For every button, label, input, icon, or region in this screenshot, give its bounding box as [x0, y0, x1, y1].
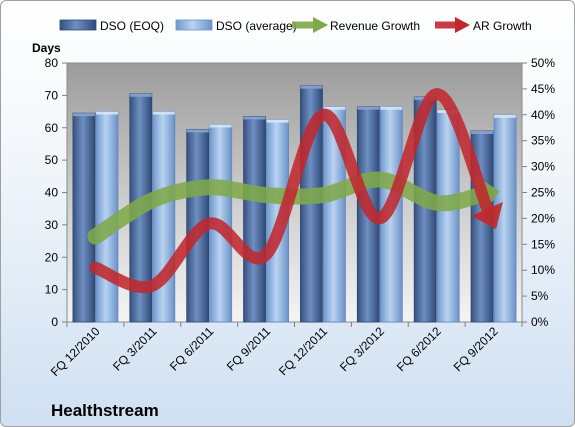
- bar-dso-average: [436, 109, 460, 323]
- x-tick-label: FQ 3/2012: [337, 324, 387, 374]
- bar-cap: [323, 106, 346, 110]
- legend-label-ar-growth: AR Growth: [473, 19, 532, 33]
- bar-cap: [357, 106, 380, 110]
- bar-dso-eoq: [72, 112, 96, 323]
- bar-cap: [266, 119, 289, 123]
- bar-cap: [152, 111, 175, 115]
- y2-tick-label: 35%: [531, 134, 555, 148]
- y2-tick-label: 40%: [531, 108, 555, 122]
- y-axis-title: Days: [32, 41, 61, 55]
- chart-title: Healthstream: [51, 401, 159, 420]
- bar-cap: [300, 85, 323, 89]
- y-tick-label: 10: [45, 283, 59, 297]
- legend-label-dso-eoq: DSO (EOQ): [100, 19, 164, 33]
- y-axis-right: 0% 5% 10% 15% 20% 25% 30% 35% 40% 45% 50%: [522, 56, 555, 329]
- bar-cap: [72, 113, 95, 117]
- y-tick-label: 80: [45, 56, 59, 70]
- bar-cap: [95, 111, 118, 115]
- bar-cap: [209, 124, 232, 128]
- x-tick-label: FQ 9/2012: [451, 324, 501, 374]
- bar-cap: [129, 93, 152, 97]
- x-tick-label: FQ 6/2011: [167, 324, 217, 374]
- x-tick-label: FQ 12/2010: [48, 324, 103, 379]
- y2-tick-label: 20%: [531, 211, 555, 225]
- x-tick-label: FQ 3/2011: [110, 324, 160, 374]
- y2-tick-label: 45%: [531, 82, 555, 96]
- x-tick-label: FQ 9/2011: [224, 324, 274, 374]
- x-axis: FQ 12/2010 FQ 3/2011 FQ 6/2011 FQ 9/2011 FQ …: [48, 322, 523, 379]
- legend-label-dso-average: DSO (average): [216, 19, 297, 33]
- y-tick-label: 40: [45, 186, 59, 200]
- y-tick-label: 70: [45, 88, 59, 102]
- bar-cap: [494, 114, 517, 118]
- y2-tick-label: 10%: [531, 263, 555, 277]
- y2-tick-label: 25%: [531, 186, 555, 200]
- x-tick-label: FQ 12/2011: [276, 324, 330, 378]
- legend: DSO (EOQ) DSO (average) Revenue Growth A…: [59, 17, 532, 33]
- arrowhead-ar-growth: [471, 202, 503, 230]
- line-ar-growth: [89, 88, 495, 294]
- y-tick-label: 30: [45, 218, 59, 232]
- y-tick-label: 60: [45, 121, 59, 135]
- y2-tick-label: 15%: [531, 237, 555, 251]
- bar-cap: [380, 106, 403, 110]
- bar-cap: [243, 116, 266, 120]
- y-tick-label: 50: [45, 153, 59, 167]
- y2-tick-label: 0%: [531, 315, 549, 329]
- legend-label-revenue-growth: Revenue Growth: [330, 19, 420, 33]
- y2-tick-label: 50%: [531, 56, 555, 70]
- legend-swatch-ar-growth: [435, 17, 470, 33]
- legend-swatch-dso-average: [175, 19, 213, 31]
- y-tick-label: 0: [51, 315, 58, 329]
- y-axis-left: 0 10 20 30 40 50 60 70 80: [45, 56, 67, 329]
- legend-swatch-dso-eoq: [59, 19, 97, 31]
- y2-tick-label: 30%: [531, 160, 555, 174]
- legend-swatch-revenue-growth: [292, 17, 328, 33]
- y2-tick-label: 5%: [531, 289, 549, 303]
- bar-cap: [186, 129, 209, 133]
- lines-layer: [87, 88, 503, 294]
- y-tick-label: 20: [45, 250, 59, 264]
- x-tick-label: FQ 6/2012: [394, 324, 444, 374]
- bar-dso-eoq: [243, 116, 266, 323]
- bar-cap: [471, 130, 494, 134]
